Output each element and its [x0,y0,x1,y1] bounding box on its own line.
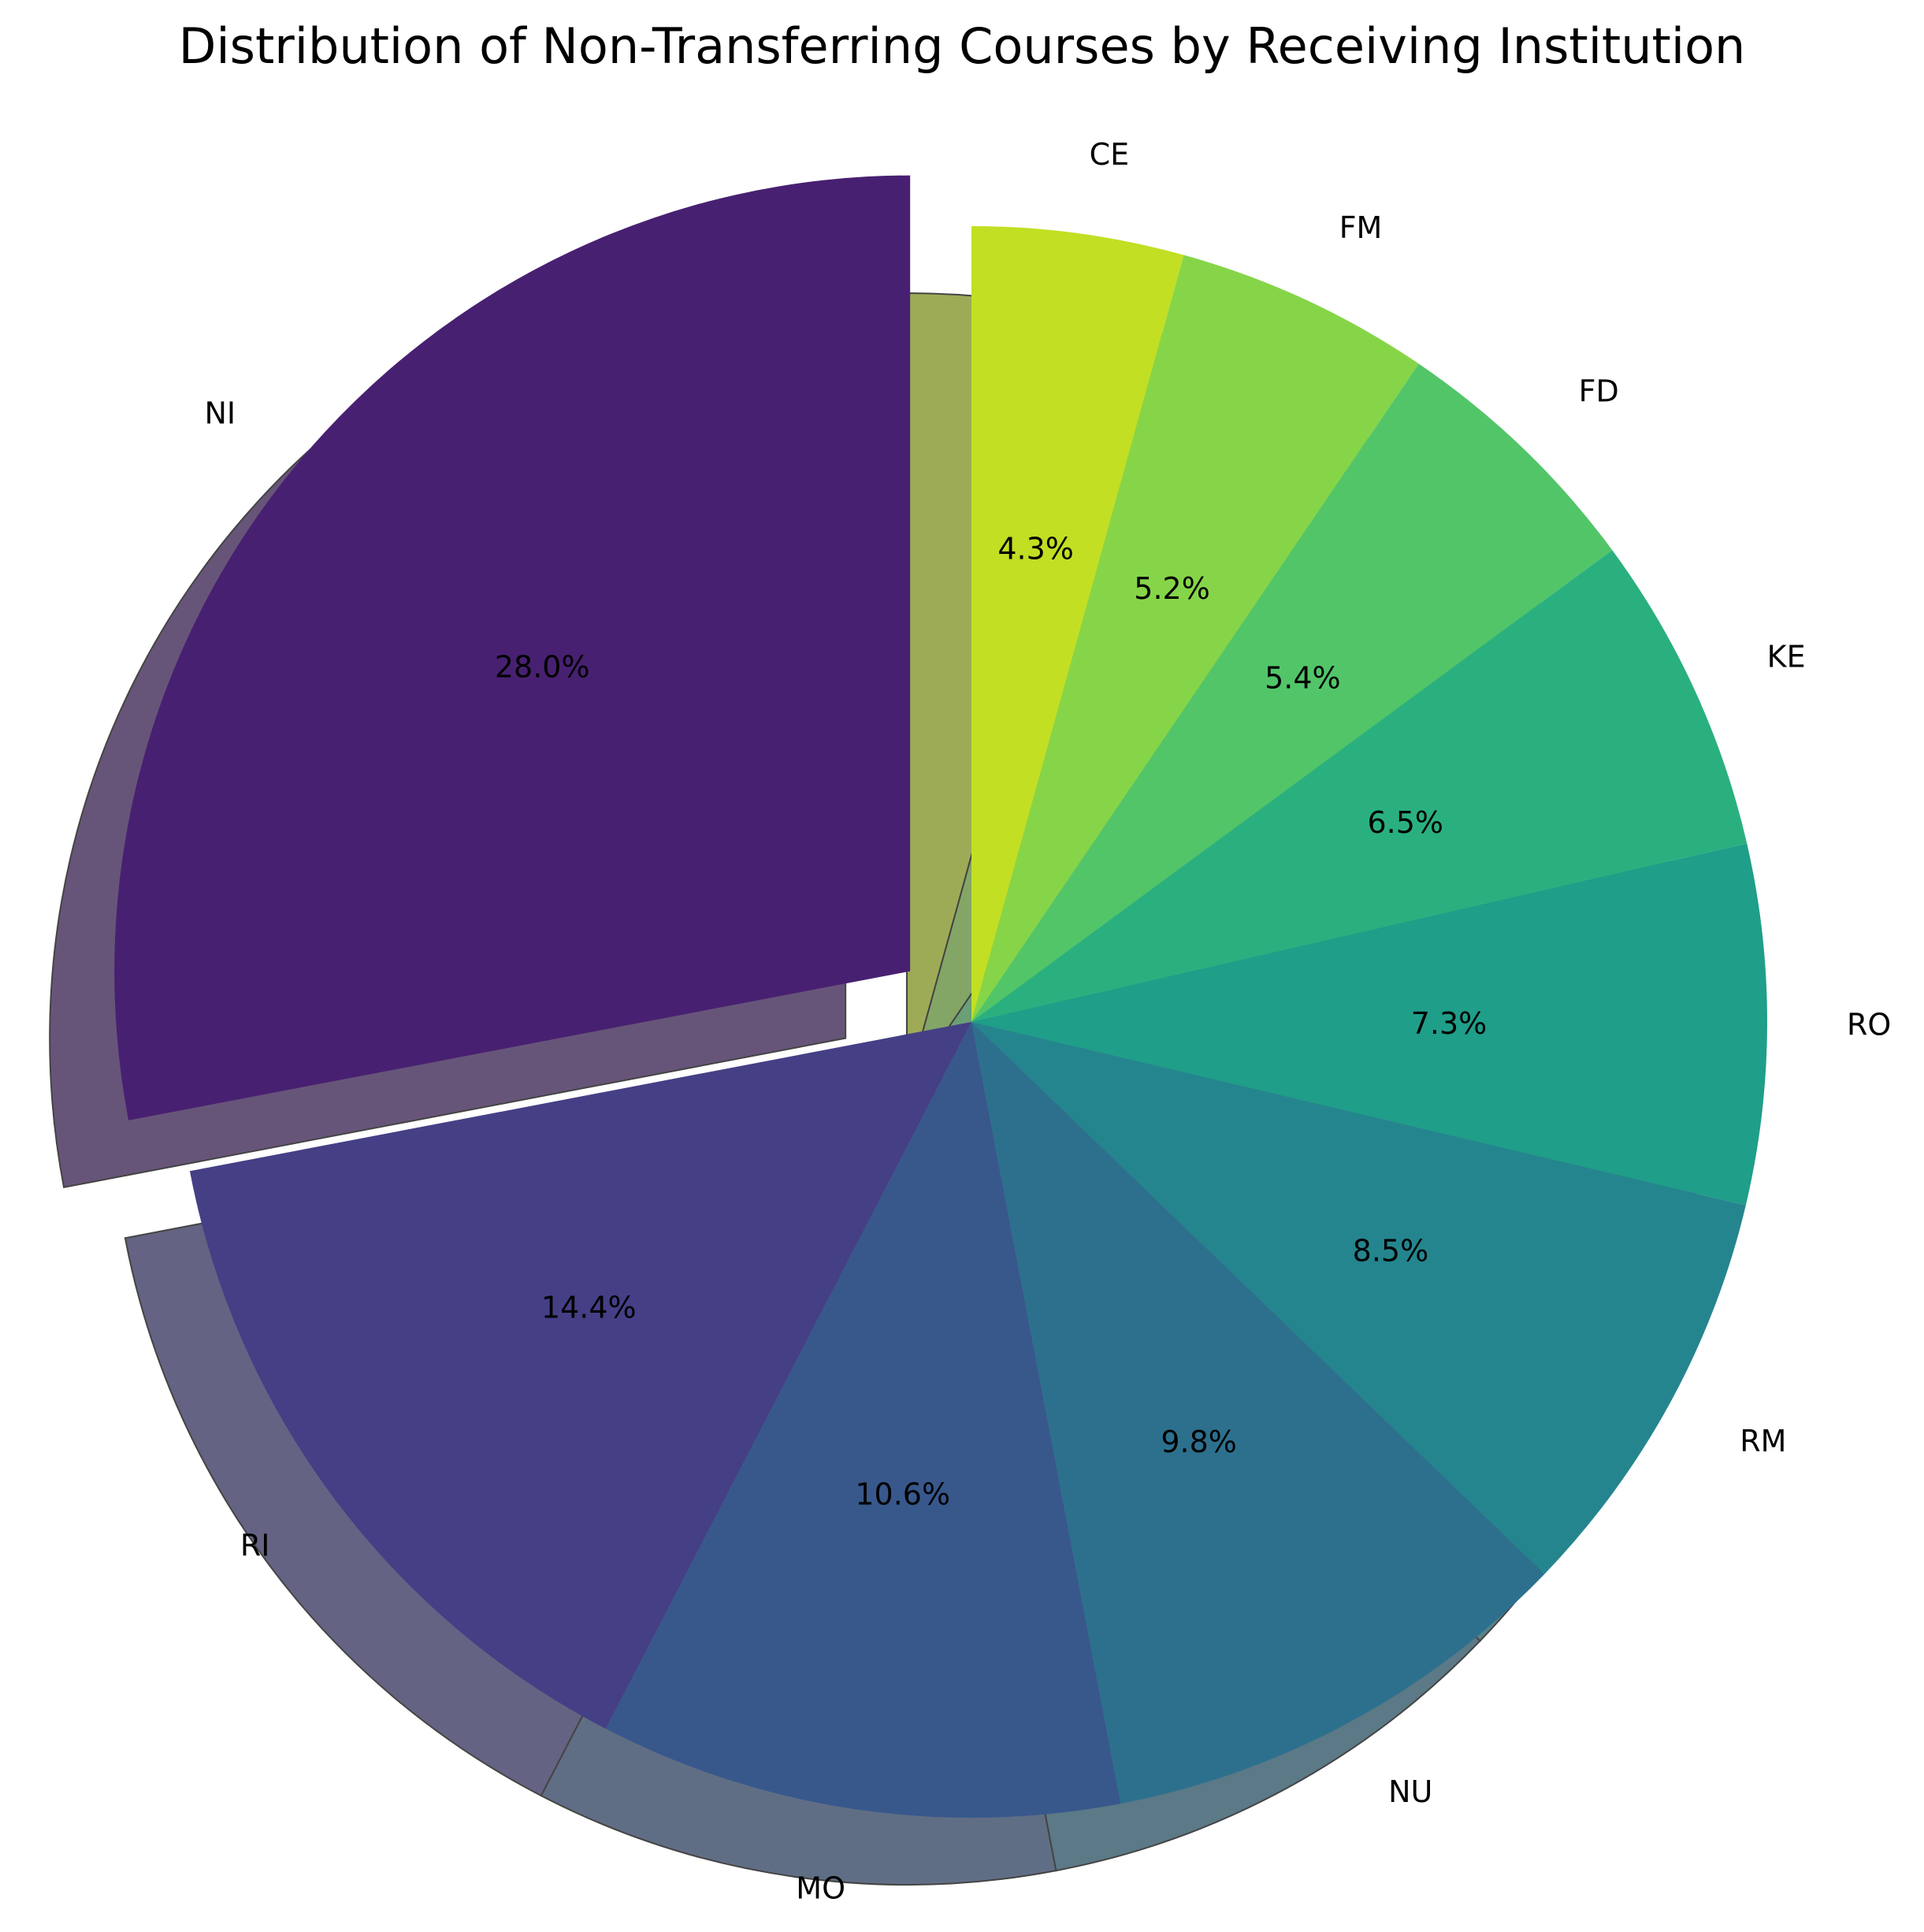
pct-label-mo: 10.6% [855,1477,950,1512]
slice-label-rm: RM [1740,1424,1786,1458]
slice-layer [114,175,1767,1818]
slice-label-ke: KE [1767,639,1806,674]
slice-label-ri: RI [240,1528,270,1562]
slice-label-fd: FD [1579,374,1619,409]
slice-label-ce: CE [1090,137,1130,172]
pct-label-ri: 14.4% [541,1290,637,1325]
label-layer: CE 4.3% FM 5.2% FD 5.4% KE 6.5% RO 7.3% RM 8.5% NU 9.… [204,137,1891,1905]
slice-fd [971,363,1613,1022]
slice-label-fm: FM [1339,210,1383,245]
slice-label-nu: NU [1388,1774,1432,1809]
pct-label-fd: 5.4% [1265,660,1341,695]
slice-label-ni: NI [204,396,236,430]
slice-rm [971,1022,1746,1574]
slice-ke [971,550,1748,1022]
slice-ro [971,843,1767,1206]
pct-label-ni: 28.0% [495,649,590,684]
slice-nu [971,1022,1545,1804]
pct-label-ce: 4.3% [997,532,1074,567]
pct-label-rm: 8.5% [1353,1233,1429,1268]
slice-label-ro: RO [1847,1007,1891,1042]
pct-label-ro: 7.3% [1411,1006,1488,1041]
slice-ni [114,175,911,1120]
pct-label-ke: 6.5% [1367,805,1443,840]
pct-label-nu: 9.8% [1161,1425,1237,1459]
slice-fm [971,255,1419,1022]
pct-label-fm: 5.2% [1134,571,1210,606]
slice-ri [189,1022,971,1730]
slice-label-mo: MO [796,1871,845,1905]
slice-mo [605,1022,1121,1818]
chart-title: Distribution of Non-Transferring Courses… [179,17,1746,75]
slice-ce [971,226,1184,1022]
